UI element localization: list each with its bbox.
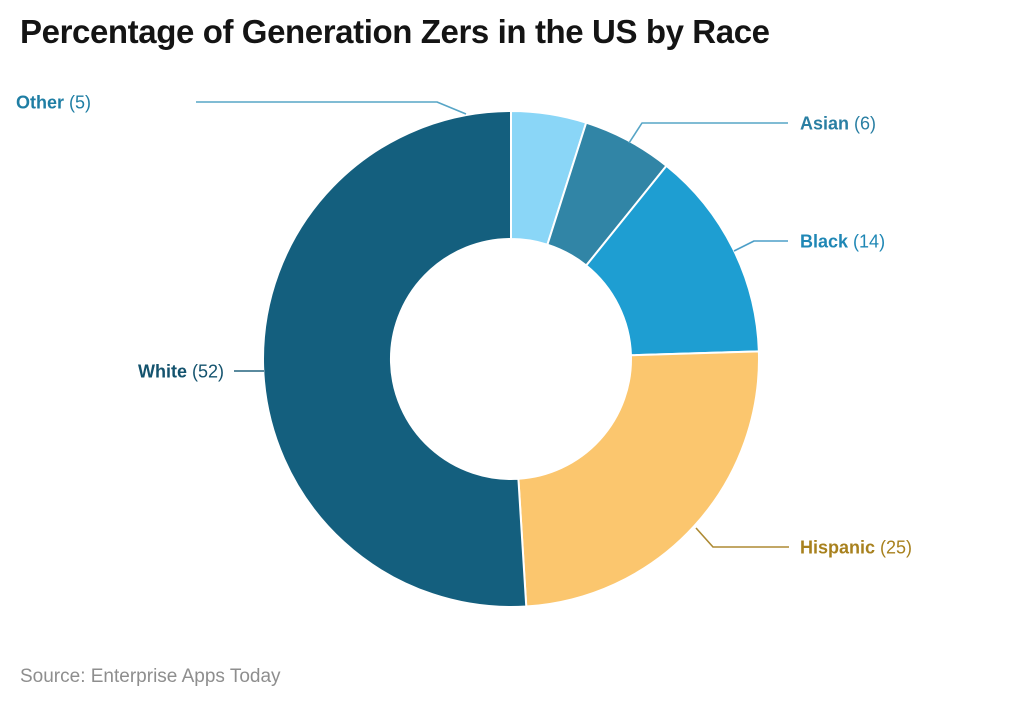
- donut-slice-black: [585, 164, 760, 357]
- slice-label-black: Black (14): [800, 231, 885, 251]
- leader-line-asian: [628, 122, 788, 144]
- slice-label-asian: Asian (6): [800, 113, 876, 133]
- donut-slice-white: [262, 110, 528, 608]
- slice-label-hispanic: Hispanic (25): [800, 537, 912, 557]
- slice-label-other: Other (5): [16, 92, 91, 112]
- source-attribution: Source: Enterprise Apps Today: [20, 666, 281, 687]
- leader-line-other: [196, 101, 467, 115]
- chart-title: Percentage of Generation Zers in the US …: [20, 13, 770, 50]
- leader-line-hispanic: [695, 527, 789, 548]
- leader-line-black: [733, 240, 788, 252]
- donut-slice-hispanic: [517, 350, 760, 608]
- slice-label-white: White (52): [138, 361, 224, 381]
